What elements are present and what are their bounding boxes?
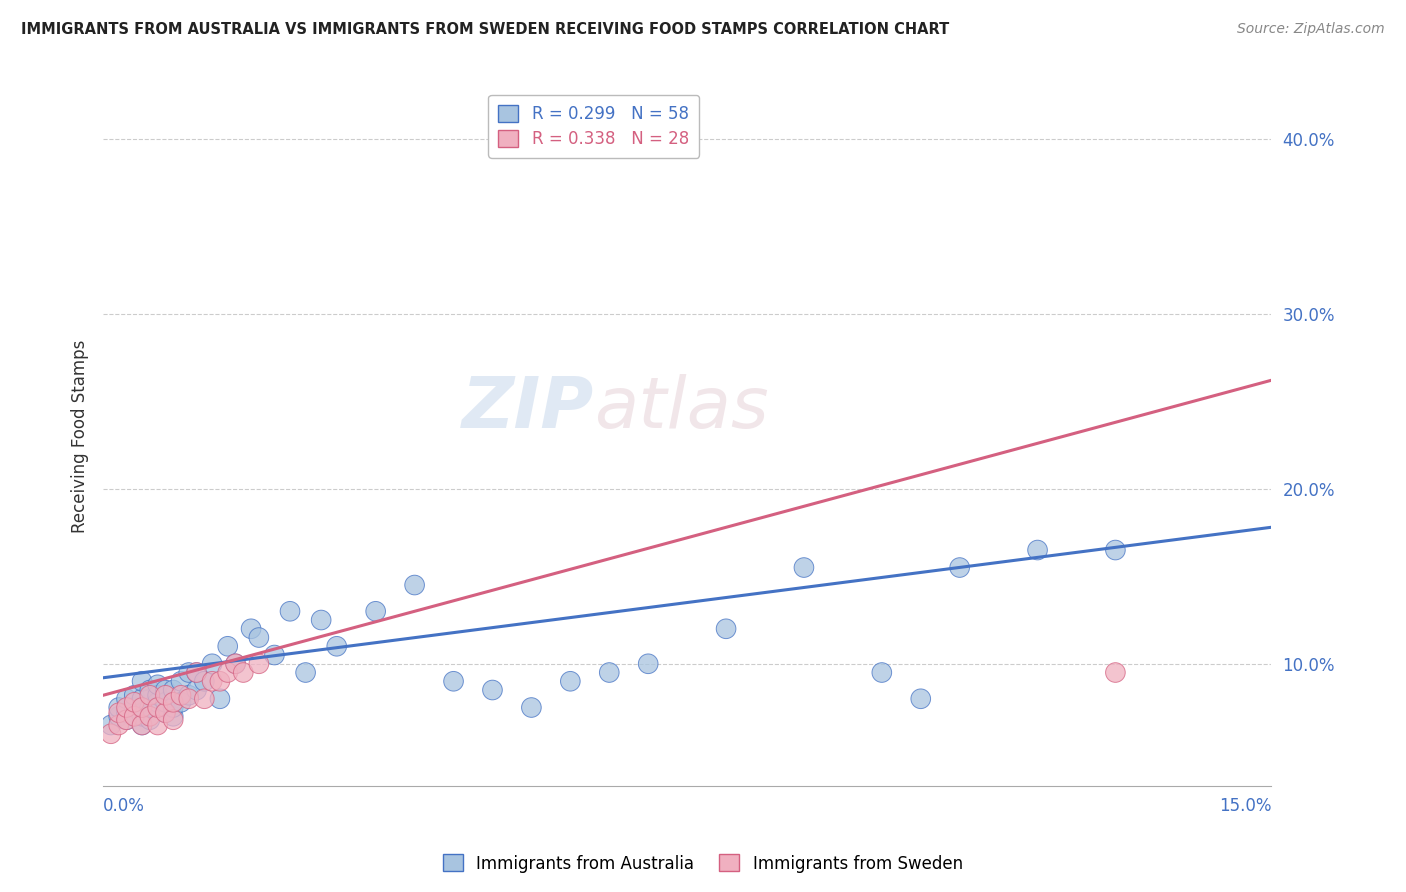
Point xyxy=(217,640,239,654)
Point xyxy=(100,718,122,732)
Point xyxy=(115,706,138,720)
Point xyxy=(714,622,737,636)
Point xyxy=(637,657,659,671)
Point xyxy=(240,622,263,636)
Point xyxy=(224,657,246,671)
Point xyxy=(100,727,122,741)
Point xyxy=(162,709,184,723)
Point xyxy=(193,691,215,706)
Point xyxy=(139,713,162,727)
Legend: Immigrants from Australia, Immigrants from Sweden: Immigrants from Australia, Immigrants fr… xyxy=(436,847,970,880)
Point xyxy=(201,657,224,671)
Point xyxy=(177,691,200,706)
Point xyxy=(131,718,153,732)
Point xyxy=(481,683,503,698)
Point xyxy=(177,665,200,680)
Point xyxy=(124,700,146,714)
Point xyxy=(793,560,815,574)
Point xyxy=(193,674,215,689)
Point xyxy=(107,718,129,732)
Point xyxy=(186,665,208,680)
Point xyxy=(107,706,129,720)
Point xyxy=(155,695,177,709)
Point xyxy=(598,665,620,680)
Point xyxy=(325,640,347,654)
Point xyxy=(186,665,208,680)
Point xyxy=(309,613,332,627)
Point xyxy=(124,695,146,709)
Point xyxy=(1026,543,1049,558)
Point xyxy=(294,665,316,680)
Point xyxy=(224,657,246,671)
Point xyxy=(263,648,285,662)
Point xyxy=(1104,665,1126,680)
Legend: R = 0.299   N = 58, R = 0.338   N = 28: R = 0.299 N = 58, R = 0.338 N = 28 xyxy=(488,95,699,158)
Text: 15.0%: 15.0% xyxy=(1219,797,1271,814)
Point xyxy=(247,657,270,671)
Point xyxy=(131,700,153,714)
Point xyxy=(201,674,224,689)
Point xyxy=(949,560,972,574)
Point xyxy=(155,688,177,702)
Point xyxy=(139,683,162,698)
Point xyxy=(115,691,138,706)
Point xyxy=(186,683,208,698)
Point xyxy=(560,674,582,689)
Point xyxy=(155,683,177,698)
Point xyxy=(155,706,177,720)
Point xyxy=(139,700,162,714)
Point xyxy=(146,695,169,709)
Point xyxy=(107,700,129,714)
Point xyxy=(131,709,153,723)
Point xyxy=(162,713,184,727)
Point xyxy=(208,674,231,689)
Point xyxy=(170,695,193,709)
Point xyxy=(232,665,254,680)
Y-axis label: Receiving Food Stamps: Receiving Food Stamps xyxy=(72,340,89,533)
Point xyxy=(146,688,169,702)
Point xyxy=(139,709,162,723)
Text: IMMIGRANTS FROM AUSTRALIA VS IMMIGRANTS FROM SWEDEN RECEIVING FOOD STAMPS CORREL: IMMIGRANTS FROM AUSTRALIA VS IMMIGRANTS … xyxy=(21,22,949,37)
Point xyxy=(217,665,239,680)
Text: ZIP: ZIP xyxy=(461,374,593,442)
Text: 0.0%: 0.0% xyxy=(103,797,145,814)
Point xyxy=(520,700,543,714)
Point xyxy=(124,688,146,702)
Point xyxy=(162,700,184,714)
Point xyxy=(162,683,184,698)
Point xyxy=(124,709,146,723)
Point xyxy=(170,674,193,689)
Text: atlas: atlas xyxy=(593,374,768,442)
Point xyxy=(107,709,129,723)
Point xyxy=(443,674,465,689)
Point xyxy=(278,604,301,618)
Point xyxy=(146,700,169,714)
Point xyxy=(170,688,193,702)
Point xyxy=(131,674,153,689)
Point xyxy=(139,688,162,702)
Point xyxy=(208,691,231,706)
Point xyxy=(124,709,146,723)
Point xyxy=(155,706,177,720)
Point xyxy=(146,718,169,732)
Point xyxy=(364,604,387,618)
Point xyxy=(404,578,426,592)
Point xyxy=(162,695,184,709)
Point xyxy=(115,713,138,727)
Point xyxy=(115,700,138,714)
Text: Source: ZipAtlas.com: Source: ZipAtlas.com xyxy=(1237,22,1385,37)
Point xyxy=(1104,543,1126,558)
Point xyxy=(177,688,200,702)
Point xyxy=(870,665,893,680)
Point xyxy=(131,691,153,706)
Point xyxy=(146,678,169,692)
Point xyxy=(115,713,138,727)
Point xyxy=(131,718,153,732)
Point xyxy=(247,631,270,645)
Point xyxy=(910,691,932,706)
